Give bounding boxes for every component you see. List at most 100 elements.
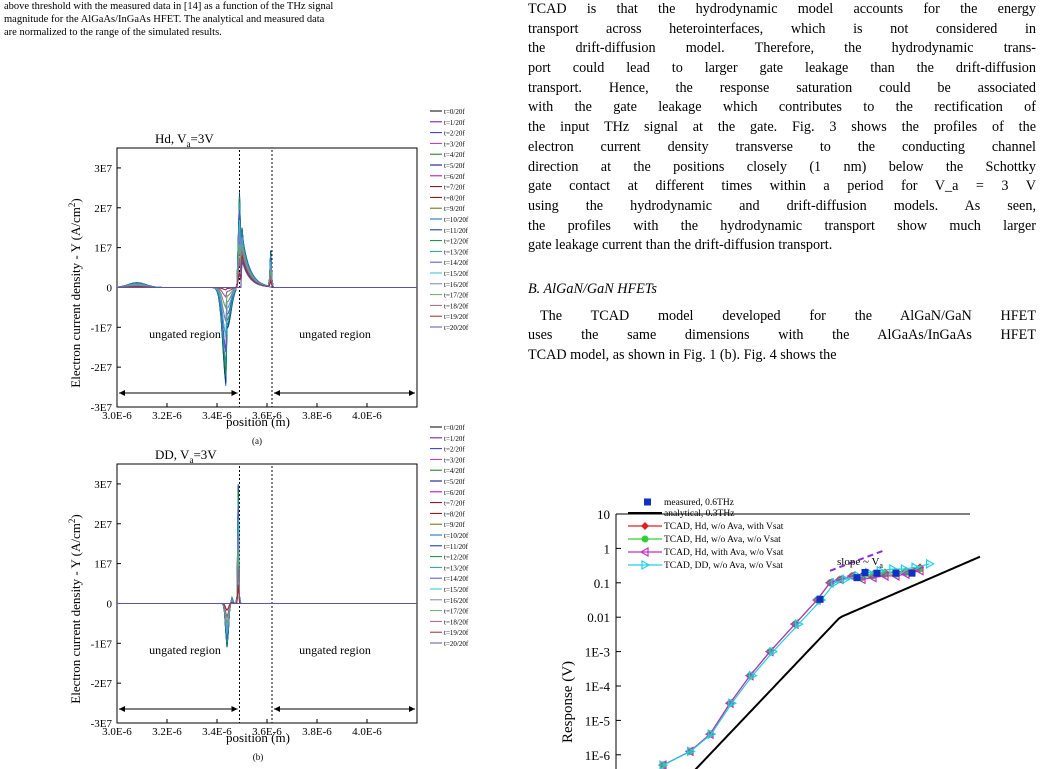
legend-label: analytical, 0.3THz [664, 509, 734, 519]
series-line [117, 489, 417, 646]
series-line [116, 219, 417, 337]
legend-label: t=17/20f [444, 608, 469, 616]
x-tick-label: 3.2E-6 [152, 726, 182, 738]
legend-marker [644, 498, 651, 506]
plot-frame [116, 147, 418, 408]
body-line: transport. Hence, the response saturatio… [528, 79, 1036, 96]
body-line: the drift-diffusion model. Therefore, th… [528, 40, 1036, 57]
legend-label: t=3/20f [444, 456, 465, 464]
series-line [116, 193, 417, 384]
body-line: the profiles with the hydrodynamic trans… [528, 217, 1036, 234]
series-line [117, 250, 417, 298]
series-line [116, 202, 417, 366]
data-marker [824, 577, 834, 588]
series-line [117, 255, 417, 291]
legend-label: t=20/20f [444, 324, 469, 332]
series-line [116, 244, 417, 310]
data-marker [911, 562, 921, 573]
x-tick-label: 3.8E-6 [302, 726, 332, 738]
series-line [116, 192, 417, 386]
legend-label: t=18/20f [444, 302, 469, 310]
legend-label: t=7/20f [444, 184, 465, 192]
legend-label: t=12/20f [444, 554, 469, 562]
region-label-right: ungated region [299, 327, 371, 341]
legend-label: t=18/20f [444, 618, 469, 626]
series-line [117, 250, 417, 298]
legend-label: t=1/20f [444, 435, 465, 443]
legend-label: t=5/20f [444, 162, 465, 170]
series-line [117, 584, 417, 612]
legend-label: t=20/20f [444, 640, 469, 648]
data-marker [831, 577, 841, 588]
y-axis-label: Response (V) [560, 661, 576, 743]
body-line: gate leakage current than the drift-diff… [528, 237, 833, 254]
x-tick-label: 3.2E-6 [152, 410, 182, 422]
data-marker [748, 670, 758, 681]
data-marker [914, 565, 924, 576]
series-line [117, 584, 417, 612]
legend-label: t=19/20f [444, 629, 469, 637]
analytical-curve [694, 555, 981, 769]
legend-label: t=2/20f [444, 446, 465, 454]
legend-label: t=11/20f [444, 227, 469, 235]
data-marker [687, 746, 696, 757]
body-line: electron current density transverse to t… [528, 138, 1036, 155]
figure-label: (a) [252, 436, 262, 446]
data-marker [659, 760, 669, 769]
y-tick-label: 3E7 [94, 479, 112, 491]
series-line [116, 219, 417, 337]
body-line: the input THz signal at the gate. Fig. 3… [528, 119, 1036, 136]
legend-label: t=4/20f [444, 467, 465, 475]
series-line [117, 496, 417, 643]
data-marker [816, 595, 824, 603]
body-text-column: TCAD is that the hydrodynamic model acco… [528, 0, 1036, 366]
y-tick-label: 3E7 [94, 163, 112, 175]
series-line [117, 255, 417, 291]
y-tick-label: 0 [107, 282, 113, 294]
y-tick-label: 1E-6 [585, 748, 611, 763]
legend-label: t=15/20f [444, 270, 469, 278]
y-tick-label: 1E7 [94, 243, 112, 255]
data-marker [641, 535, 649, 543]
legend-label: t=11/20f [444, 543, 469, 551]
legend-label: t=13/20f [444, 564, 469, 572]
y-tick-label: -1E7 [91, 638, 113, 650]
figure-caption-top: above threshold with the measured data i… [4, 0, 524, 39]
x-tick-label: 3.4E-6 [202, 410, 232, 422]
series-line [117, 489, 417, 646]
y-tick-label: 1E7 [94, 559, 112, 571]
legend-label: t=4/20f [444, 151, 465, 159]
section-line: TCAD model, as shown in Fig. 1 (b). Fig.… [528, 347, 837, 363]
body-line: gate contact at different times within a… [528, 178, 1036, 195]
legend-label: TCAD, Hd, with Ava, w/o Vsat [664, 548, 784, 558]
series-line [117, 506, 417, 639]
data-marker [892, 569, 900, 577]
y-tick-label: -2E7 [91, 678, 113, 690]
y-tick-label: 2E7 [94, 519, 112, 531]
y-tick-label: 0.01 [587, 610, 610, 625]
body-line: direction at the positions closely (1 nm… [528, 158, 1036, 175]
data-marker [853, 574, 861, 582]
y-tick-label: 1 [604, 541, 611, 556]
series-line [117, 518, 417, 635]
x-tick-label: 3.0E-6 [102, 410, 132, 422]
data-marker [641, 559, 651, 571]
region-label-right: ungated region [299, 643, 371, 657]
legend-label: t=0/20f [444, 108, 465, 116]
region-label-left: ungated region [149, 643, 221, 657]
series-line [117, 533, 417, 630]
series-line [117, 518, 417, 635]
data-marker [900, 564, 910, 575]
series-line [116, 244, 417, 310]
data-marker [867, 572, 877, 583]
y-axis-label: Electron current density - Y (A/cm2) [67, 514, 83, 703]
y-tick-label: 0 [107, 598, 113, 610]
y-tick-label: -1E7 [91, 322, 113, 334]
section-heading: B. AlGaN/GaN HFETs [528, 280, 657, 297]
series-line [117, 506, 417, 639]
series-line [117, 260, 417, 288]
y-tick-label: 1E-4 [585, 679, 611, 694]
y-tick-label: 1E-3 [585, 645, 610, 660]
region-label-left: ungated region [149, 327, 221, 341]
legend-label: t=12/20f [444, 238, 469, 246]
